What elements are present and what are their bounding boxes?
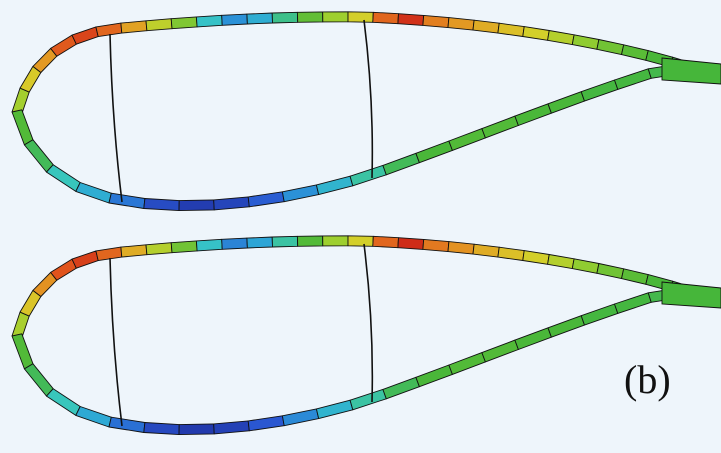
lower-skin-element [108, 192, 146, 209]
lower-skin-element [349, 388, 387, 411]
lower-skin-element [580, 79, 619, 102]
upper-skin-element [422, 238, 450, 253]
upper-skin-element [95, 246, 123, 262]
lower-skin-element [382, 152, 420, 176]
upper-skin-element [522, 250, 550, 265]
trailing-edge-wedge [661, 281, 721, 309]
shear-web-front [109, 257, 123, 427]
lower-skin-element [382, 376, 420, 400]
lower-skin-element [481, 339, 519, 363]
lower-skin-element [547, 91, 585, 114]
lower-skin-element [481, 115, 519, 139]
upper-skin-element [472, 19, 500, 34]
upper-skin-element [522, 26, 550, 41]
lower-skin-element [23, 139, 54, 173]
upper-skin-element [120, 244, 148, 258]
upper-skin-element [621, 268, 649, 285]
upper-skin-element [246, 236, 273, 249]
upper-skin-element [271, 235, 299, 248]
upper-skin-element [50, 258, 77, 281]
lower-skin-element [178, 423, 215, 436]
lower-skin-element [281, 184, 320, 203]
lower-skin-element [247, 191, 285, 208]
upper-skin-element [596, 263, 625, 280]
upper-skin-element [145, 18, 173, 32]
upper-skin-element [497, 22, 525, 37]
upper-skin-element [372, 11, 399, 25]
upper-skin-element [472, 243, 500, 258]
upper-skin-element [596, 39, 625, 56]
lower-skin-element [514, 327, 552, 350]
upper-skin-element [296, 11, 324, 23]
upper-skin-element [372, 235, 399, 249]
shear-web-front [109, 33, 123, 203]
upper-skin-element [71, 26, 99, 45]
lower-skin-element [46, 388, 81, 416]
lower-skin-element [614, 292, 652, 314]
lower-skin-element [448, 352, 486, 375]
upper-skin-element [170, 240, 198, 254]
lower-skin-element [315, 399, 354, 420]
upper-skin-element [497, 246, 525, 261]
lower-skin-element [547, 315, 585, 338]
lower-skin-element [11, 109, 34, 146]
upper-skin-element [120, 20, 148, 34]
lower-skin-element [143, 422, 180, 436]
upper-skin-element [195, 238, 223, 252]
lower-skin-element [415, 140, 453, 164]
blade-section-upper [11, 11, 721, 212]
lower-skin-element [247, 415, 285, 432]
lower-skin-element [75, 406, 112, 428]
upper-skin-element [50, 34, 77, 57]
upper-skin-element [547, 254, 575, 270]
lower-skin-element [514, 103, 552, 126]
upper-skin-element [271, 11, 299, 24]
upper-skin-element [571, 34, 600, 50]
lower-skin-element [614, 68, 652, 90]
lower-skin-element [143, 198, 180, 212]
upper-skin-element [422, 14, 450, 29]
upper-skin-element [145, 242, 173, 256]
upper-skin-element [347, 11, 374, 23]
blade-section-lower [11, 235, 721, 436]
lower-skin-element [108, 416, 146, 433]
upper-skin-element [322, 235, 349, 247]
upper-skin-element [296, 235, 324, 247]
lower-skin-element [11, 333, 34, 370]
lower-skin-element [46, 164, 81, 192]
lower-skin-element [213, 196, 250, 211]
shear-web-rear [363, 243, 374, 403]
upper-skin-element [447, 241, 475, 255]
upper-skin-element [221, 13, 248, 26]
upper-skin-element [347, 235, 374, 247]
lower-skin-element [178, 199, 215, 212]
upper-skin-element [95, 22, 123, 38]
upper-skin-element [246, 12, 273, 25]
upper-skin-element [170, 16, 198, 30]
lower-skin-element [23, 363, 54, 397]
upper-skin-element [195, 14, 223, 28]
upper-skin-element [322, 11, 349, 23]
upper-skin-element [621, 44, 649, 61]
panel-label: (b) [624, 357, 671, 402]
lower-skin-element [349, 164, 387, 187]
lower-skin-element [75, 182, 112, 204]
upper-skin-element [447, 17, 475, 31]
shear-web-rear [363, 19, 374, 179]
lower-skin-element [415, 364, 453, 388]
upper-skin-element [221, 237, 248, 250]
lower-skin-element [448, 128, 486, 151]
upper-skin-element [547, 30, 575, 46]
lower-skin-element [213, 420, 250, 435]
upper-skin-element [397, 13, 425, 26]
lower-skin-element [580, 303, 619, 326]
upper-skin-element [71, 250, 99, 269]
lower-skin-element [281, 408, 320, 427]
lower-skin-element [315, 175, 354, 196]
upper-skin-element [397, 237, 425, 250]
upper-skin-element [571, 258, 600, 274]
trailing-edge-wedge [661, 57, 721, 85]
